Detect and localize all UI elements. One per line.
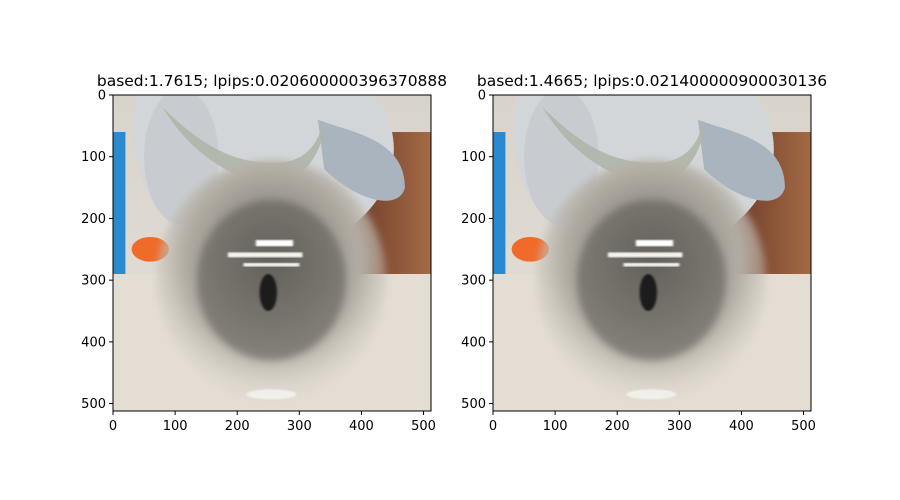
y-tick-label: 300 xyxy=(461,274,486,289)
x-tick-label: 400 xyxy=(349,419,374,434)
x-tick-label: 200 xyxy=(225,419,250,434)
subplot-right: based:1.4665; lpips:0.021400000900030136 xyxy=(461,72,827,434)
subplot-left: based:1.7615; lpips:0.020600000396370888 xyxy=(81,72,447,434)
y-tick-label: 200 xyxy=(461,212,486,227)
y-axis: 0 100 200 300 400 500 xyxy=(81,89,113,412)
x-tick-label: 300 xyxy=(667,419,692,434)
x-tick-label: 100 xyxy=(163,419,188,434)
x-tick-label: 500 xyxy=(411,419,436,434)
y-tick-label: 0 xyxy=(478,89,486,104)
x-axis: 0 100 200 300 400 500 xyxy=(489,411,816,434)
y-tick-label: 100 xyxy=(81,150,106,165)
photo-image xyxy=(493,95,811,411)
y-tick-label: 500 xyxy=(81,397,106,412)
x-tick-label: 0 xyxy=(109,419,117,434)
y-axis: 0 100 200 300 400 500 xyxy=(461,89,493,412)
photo-image xyxy=(113,95,431,411)
subplot-title: based:1.4665; lpips:0.021400000900030136 xyxy=(477,72,827,90)
x-tick-label: 100 xyxy=(543,419,568,434)
y-tick-label: 300 xyxy=(81,274,106,289)
y-tick-label: 0 xyxy=(98,89,106,104)
x-tick-label: 200 xyxy=(605,419,630,434)
x-tick-label: 400 xyxy=(729,419,754,434)
y-tick-label: 400 xyxy=(461,335,486,350)
x-tick-label: 300 xyxy=(287,419,312,434)
x-tick-label: 0 xyxy=(489,419,497,434)
y-tick-label: 100 xyxy=(461,150,486,165)
y-tick-label: 500 xyxy=(461,397,486,412)
y-tick-label: 400 xyxy=(81,335,106,350)
x-axis: 0 100 200 300 400 500 xyxy=(109,411,436,434)
axes-frame xyxy=(492,94,812,412)
x-tick-label: 500 xyxy=(791,419,816,434)
y-tick-label: 200 xyxy=(81,212,106,227)
subplot-title: based:1.7615; lpips:0.020600000396370888 xyxy=(97,72,447,90)
axes-frame xyxy=(112,94,432,412)
